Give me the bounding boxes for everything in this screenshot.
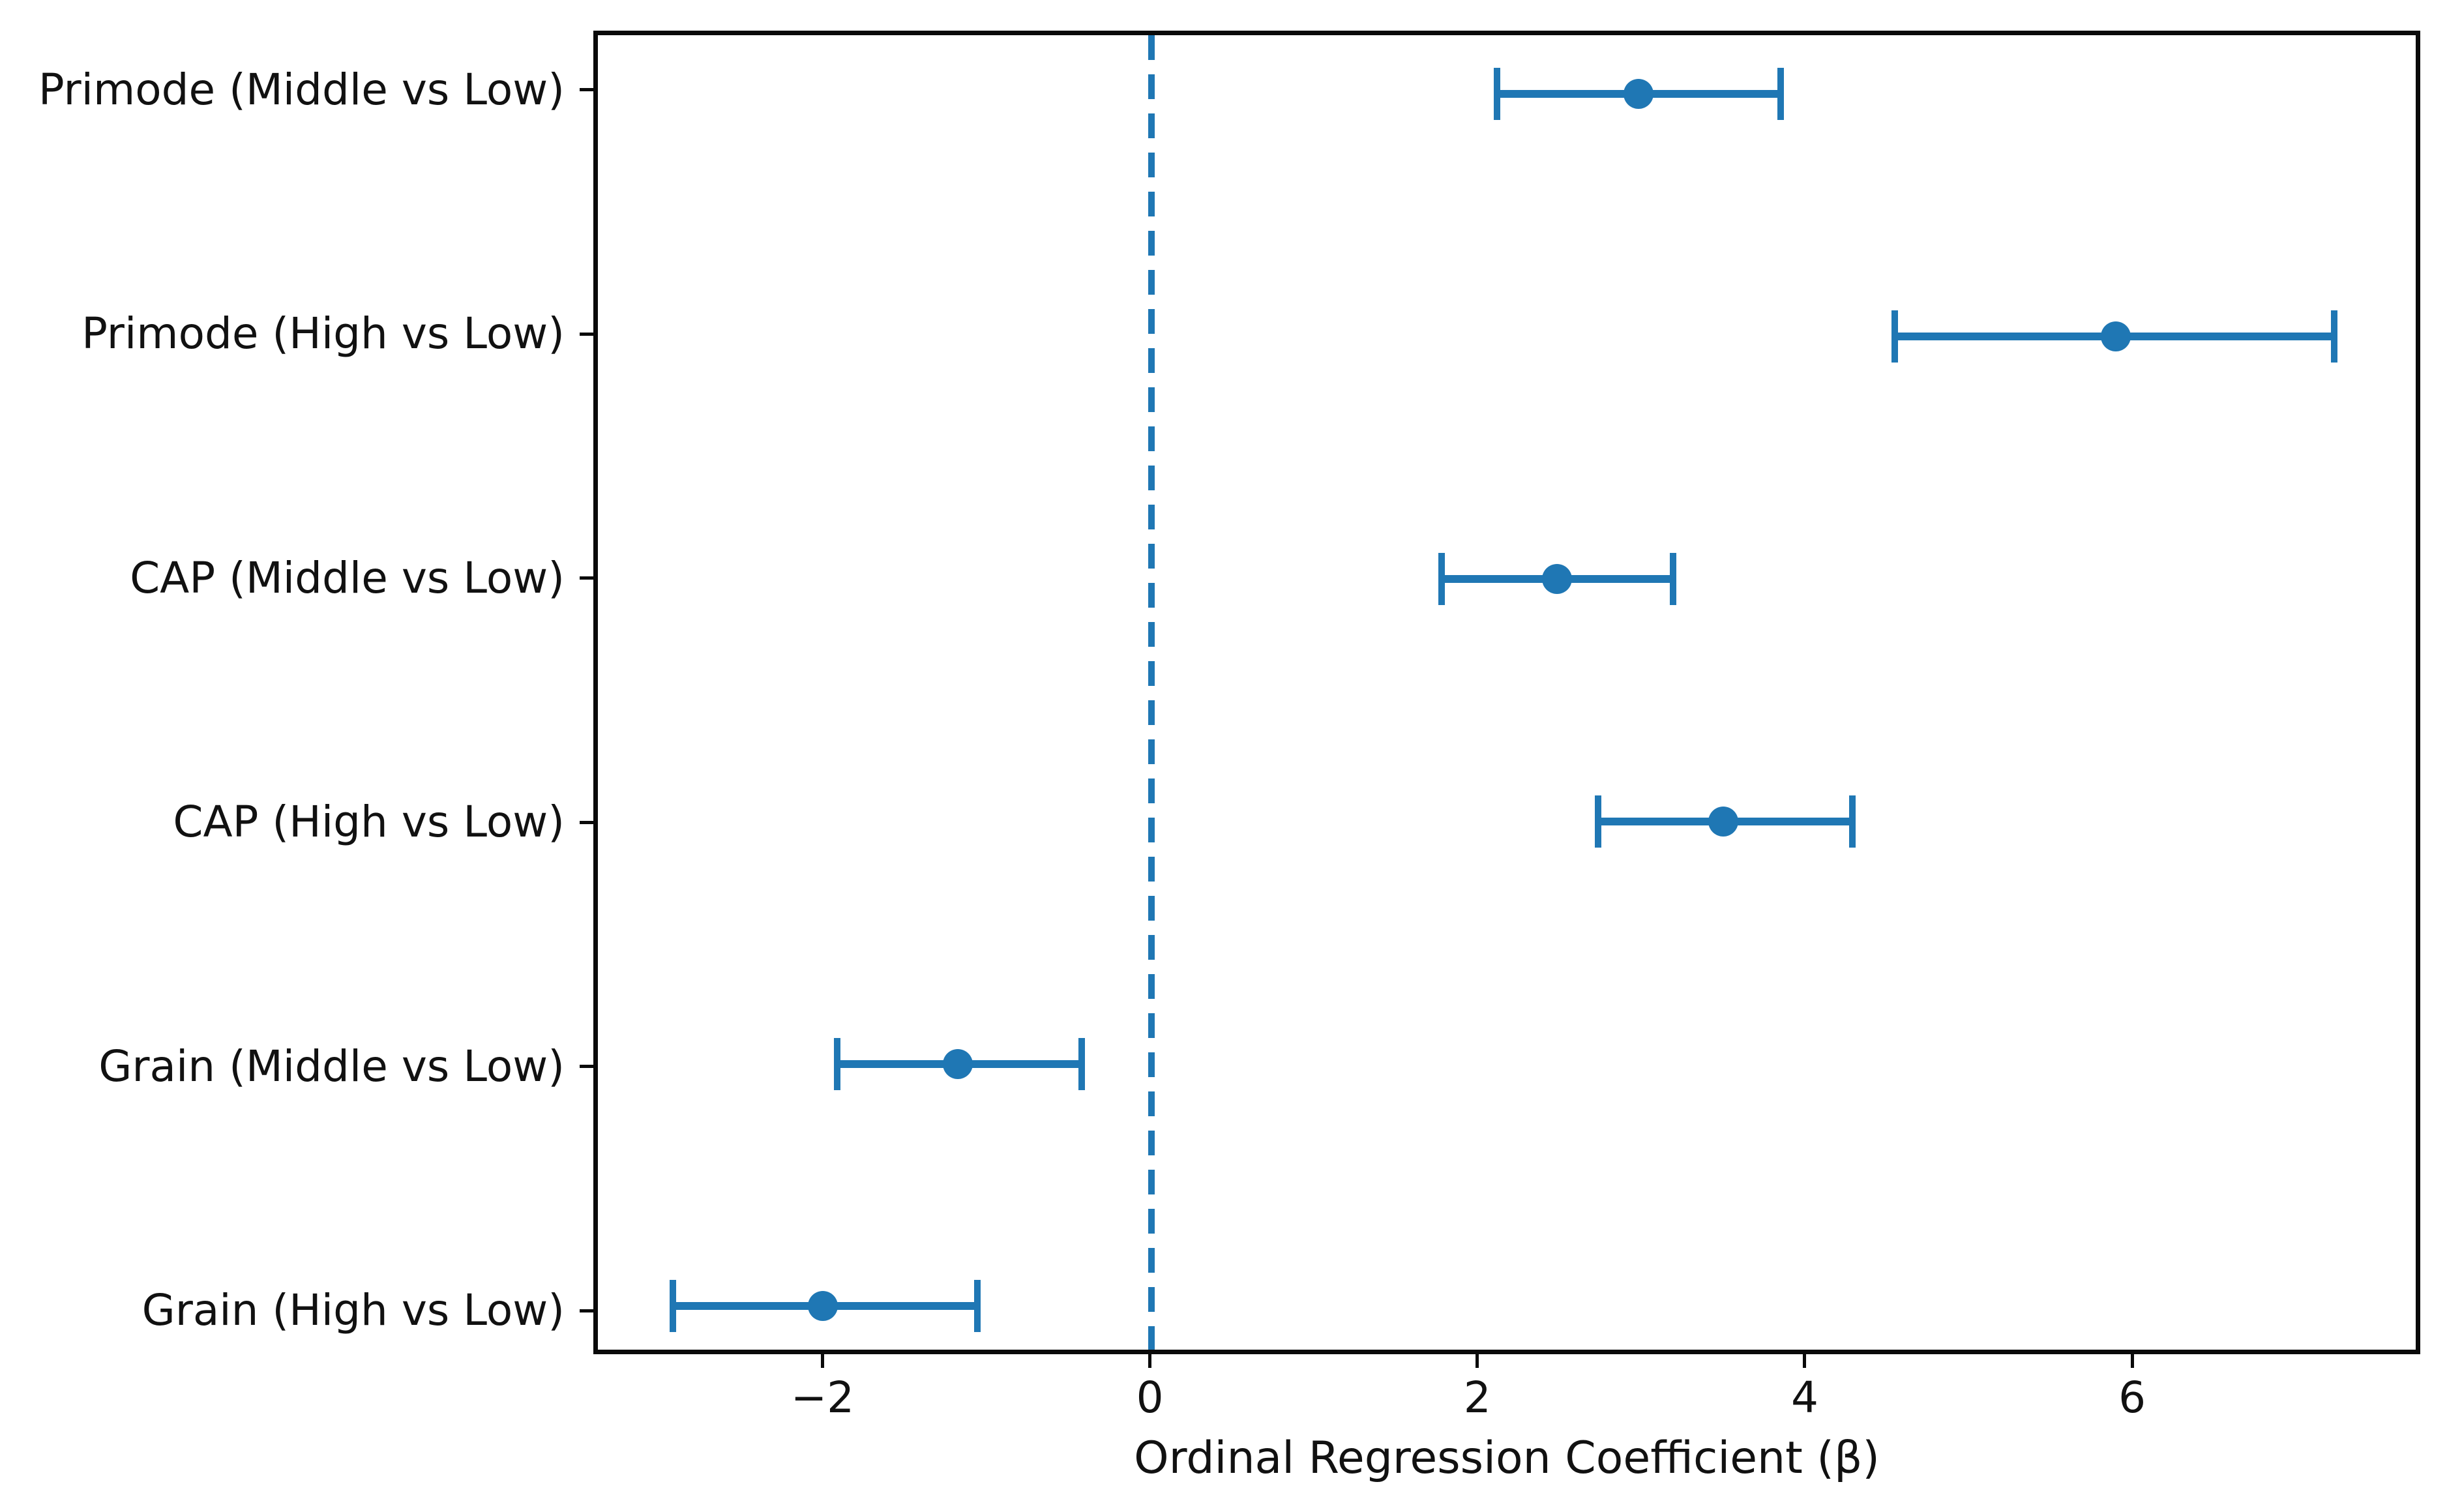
x-tick [1476,1354,1479,1368]
error-bar-cap-high [1848,795,1856,848]
x-axis-label: Ordinal Regression Coefficient (β) [1134,1432,1880,1484]
error-bar-cap-low [1594,795,1601,848]
plot-area [593,31,2420,1354]
x-tick-label: 6 [2118,1372,2146,1423]
error-bar-cap-high [1669,552,1676,605]
x-tick-label: 2 [1463,1372,1491,1423]
y-tick [580,88,593,92]
y-axis-label: Grain (Middle vs Low) [98,1041,565,1091]
error-bar-cap-high [2331,310,2338,363]
y-axis-label: Primode (High vs Low) [82,308,565,359]
error-bar-cap-high [1078,1037,1085,1090]
error-bar-cap-high [1777,68,1784,121]
y-tick [580,1065,593,1069]
x-tick [1803,1354,1807,1368]
x-tick-label: −2 [790,1372,855,1423]
y-axis-label: CAP (High vs Low) [173,797,565,848]
y-axis-label: Primode (Middle vs Low) [38,64,565,115]
y-tick [580,1309,593,1312]
point-marker [2101,321,2131,352]
x-tick-label: 0 [1136,1372,1164,1423]
x-tick [1148,1354,1152,1368]
error-bar-cap-low [834,1037,841,1090]
point-marker [943,1048,973,1079]
y-tick [580,820,593,824]
zero-reference-line [1148,35,1155,1350]
error-bar-cap-low [669,1280,676,1333]
y-axis-label: Grain (High vs Low) [141,1285,565,1335]
x-tick-label: 4 [1790,1372,1818,1423]
error-bar-cap-low [1438,552,1446,605]
point-marker [1708,806,1739,837]
y-tick [580,576,593,580]
error-bar-cap-low [1494,68,1500,121]
point-marker [1542,563,1573,594]
error-bar-cap-high [974,1280,981,1333]
x-tick [821,1354,824,1368]
x-tick [2130,1354,2134,1368]
point-marker [807,1291,838,1322]
error-bar-cap-low [1891,310,1898,363]
point-marker [1624,79,1654,110]
y-axis-label: CAP (Middle vs Low) [130,552,565,603]
y-tick [580,332,593,336]
